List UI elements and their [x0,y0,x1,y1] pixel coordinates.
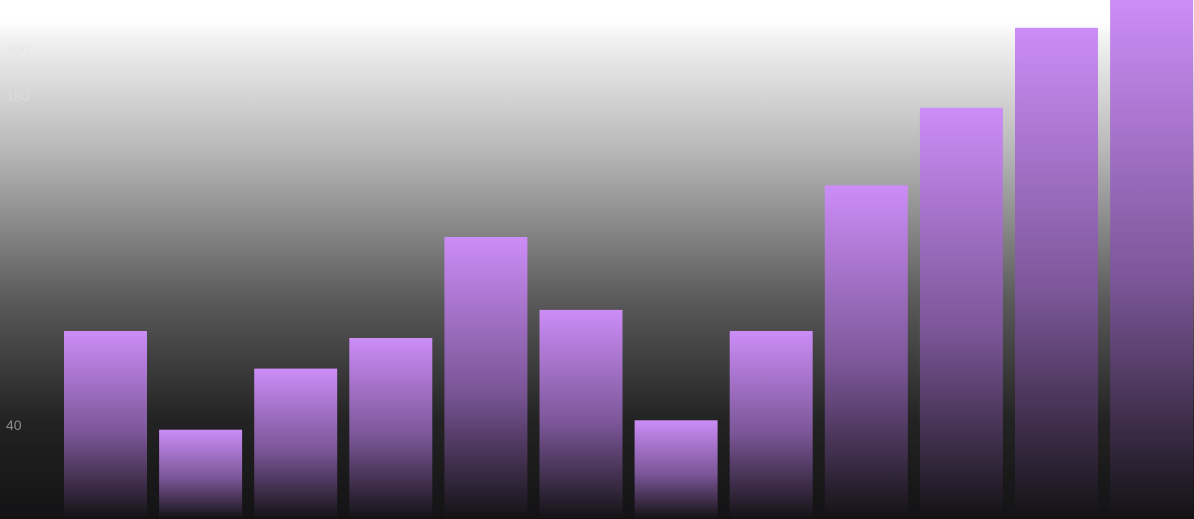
bar [254,368,338,519]
bar [349,338,433,519]
bar [64,331,147,519]
y-tick-label: 200 [6,41,30,57]
y-tick-label: 40 [6,417,22,433]
y-tick-label: 180 [6,88,30,104]
bar [444,237,528,519]
bar [919,107,1003,519]
bar [634,420,718,519]
bar-series [64,0,1194,519]
bar [729,331,813,519]
bar [824,185,908,519]
bar [1015,27,1098,519]
bar [539,309,623,519]
y-axis-tick-labels: 200 180 40 [6,41,30,433]
bar [1110,0,1194,519]
bar [159,429,243,519]
